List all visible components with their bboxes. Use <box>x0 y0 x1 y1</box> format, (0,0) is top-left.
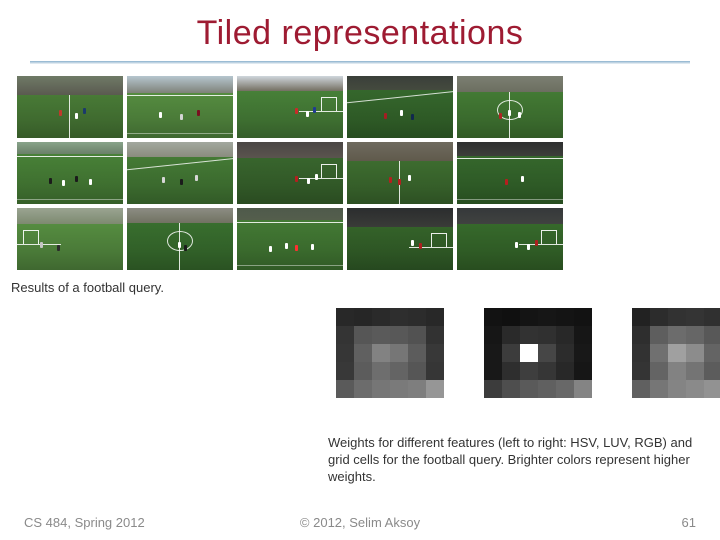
result-thumb <box>17 142 123 204</box>
result-thumb <box>237 76 343 138</box>
weight-grid-rgb <box>632 308 720 398</box>
result-thumb <box>457 142 563 204</box>
result-thumb <box>237 142 343 204</box>
results-thumbnails: Results of a football query. <box>15 74 565 295</box>
result-thumb <box>457 208 563 270</box>
weight-grid-hsv <box>336 308 444 398</box>
result-thumb <box>237 208 343 270</box>
slide-title: Tiled representations <box>30 14 690 53</box>
result-thumb <box>347 208 453 270</box>
weight-grid-luv <box>484 308 592 398</box>
result-thumb <box>127 142 233 204</box>
results-caption: Results of a football query. <box>11 280 565 295</box>
footer-right: 61 <box>682 515 696 530</box>
result-thumb <box>17 76 123 138</box>
footer-left: CS 484, Spring 2012 <box>24 515 145 530</box>
footer-center: © 2012, Selim Aksoy <box>300 515 420 530</box>
weights-caption: Weights for different features (left to … <box>328 435 700 486</box>
title-rule <box>30 61 690 64</box>
result-thumb <box>127 208 233 270</box>
result-thumb <box>347 76 453 138</box>
result-thumb <box>457 76 563 138</box>
result-thumb <box>127 76 233 138</box>
weight-grids <box>336 308 720 398</box>
slide-footer: CS 484, Spring 2012 © 2012, Selim Aksoy … <box>0 515 720 530</box>
result-thumb <box>17 208 123 270</box>
result-thumb <box>347 142 453 204</box>
